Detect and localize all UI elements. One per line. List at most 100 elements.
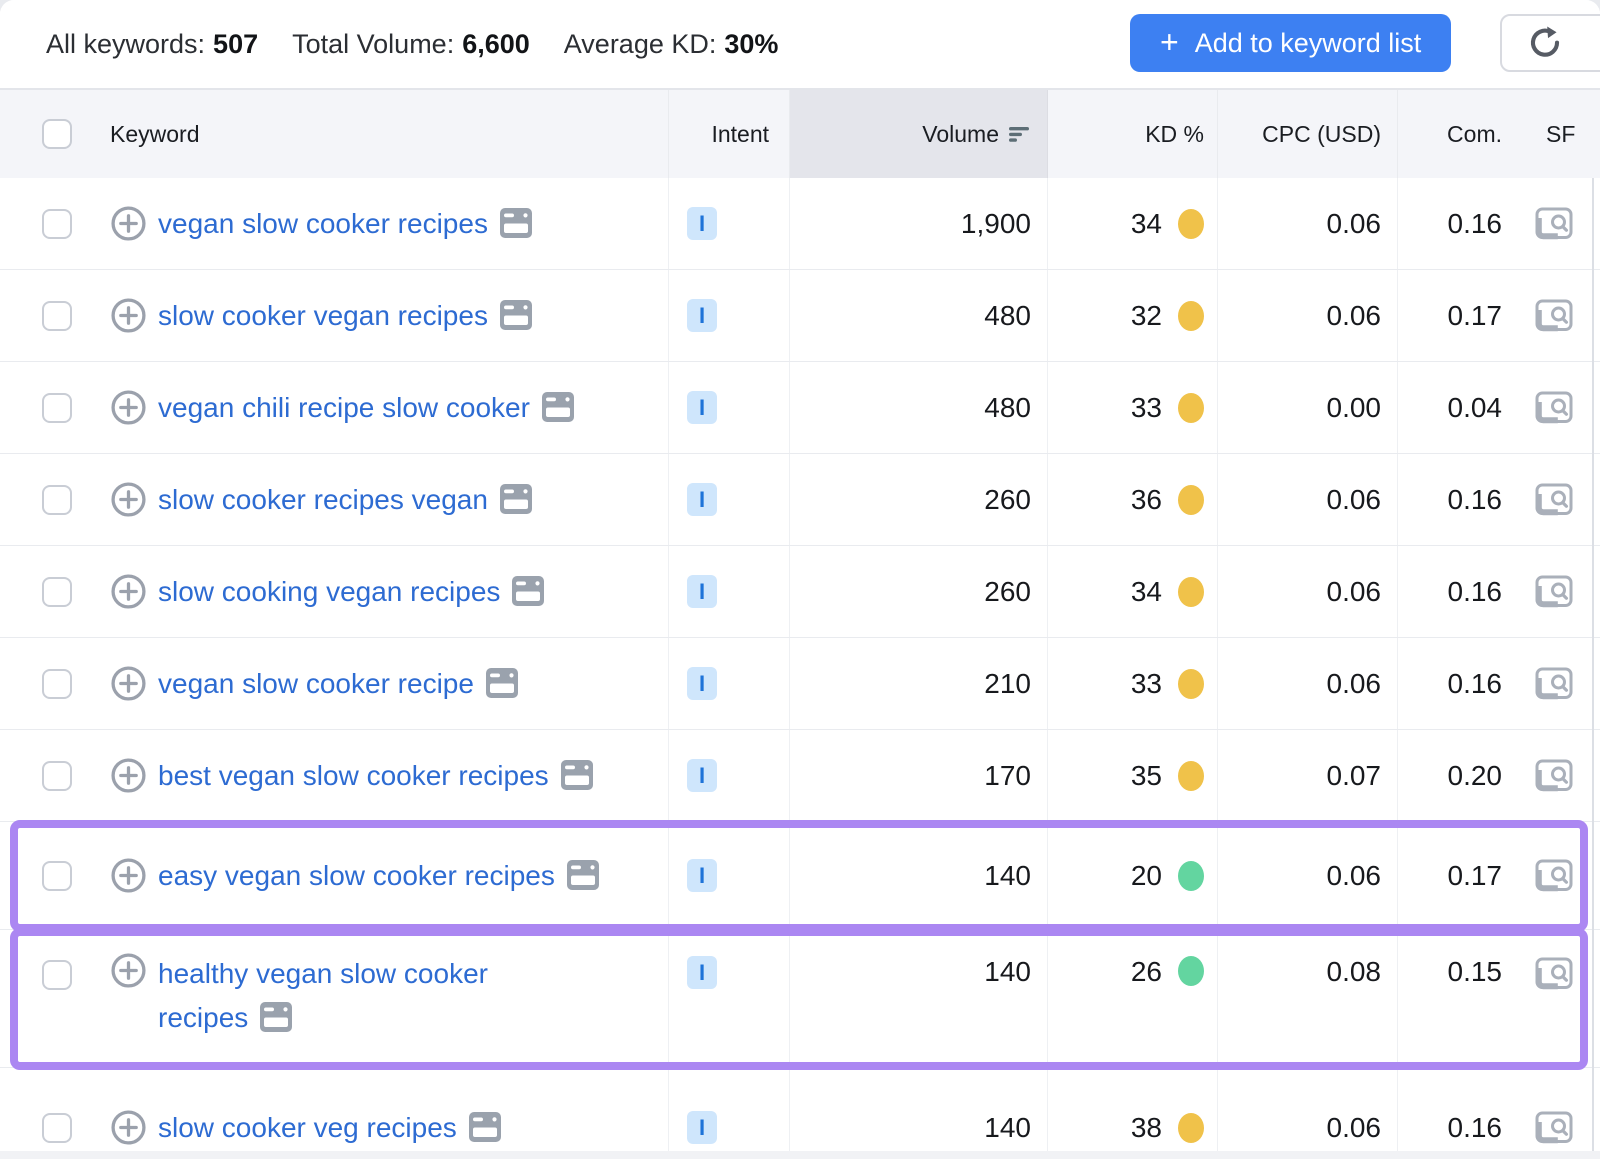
volume-cell: 140: [790, 930, 1048, 1067]
view-serp-icon[interactable]: [1534, 206, 1575, 241]
column-header-volume[interactable]: Volume: [790, 90, 1048, 178]
view-serp-icon[interactable]: [1534, 482, 1575, 517]
select-all-checkbox[interactable]: [42, 119, 72, 149]
intent-badge-informational[interactable]: I: [687, 759, 717, 792]
view-serp-icon[interactable]: [1534, 758, 1575, 793]
view-serp-icon[interactable]: [1534, 956, 1575, 991]
add-keyword-icon[interactable]: [110, 757, 147, 794]
add-keyword-icon[interactable]: [110, 665, 147, 702]
keyword-text-wrap: easy vegan slow cooker recipes: [158, 854, 600, 898]
view-serp-icon[interactable]: [1534, 574, 1575, 609]
intent-badge-informational[interactable]: I: [687, 391, 717, 424]
serp-snapshot-icon[interactable]: [511, 575, 545, 607]
column-header-com[interactable]: Com.: [1447, 120, 1502, 147]
keyword-link[interactable]: slow cooker recipes vegan: [158, 483, 488, 515]
keyword-link[interactable]: vegan slow cooker recipe: [158, 667, 474, 699]
serp-snapshot-icon[interactable]: [560, 759, 594, 791]
keyword-text-wrap: vegan chili recipe slow cooker: [158, 386, 575, 430]
column-header-kd[interactable]: KD %: [1048, 90, 1218, 178]
row-checkbox-cell: [0, 1068, 96, 1159]
column-header-keyword[interactable]: Keyword: [110, 120, 200, 147]
keyword-text-wrap: vegan slow cooker recipe: [158, 662, 519, 706]
keyword-text-wrap: slow cooker vegan recipes: [158, 294, 533, 338]
add-keyword-icon[interactable]: [110, 573, 147, 610]
keyword-link[interactable]: healthy vegan slow cooker recipes: [158, 958, 488, 1033]
add-keyword-icon[interactable]: [110, 481, 147, 518]
cpc-value: 0.06: [1326, 299, 1382, 331]
serp-snapshot-icon[interactable]: [485, 667, 519, 699]
add-keyword-icon[interactable]: [110, 297, 147, 334]
view-serp-icon[interactable]: [1534, 666, 1575, 701]
column-header-sf[interactable]: SF: [1546, 120, 1576, 147]
add-keyword-icon[interactable]: [110, 389, 147, 426]
intent-badge-informational[interactable]: I: [687, 859, 717, 892]
row-checkbox[interactable]: [42, 208, 72, 239]
serp-snapshot-icon[interactable]: [259, 1001, 293, 1033]
com-value: 0.16: [1447, 575, 1503, 607]
intent-badge-informational[interactable]: I: [687, 483, 717, 516]
column-header-intent[interactable]: Intent: [668, 90, 790, 178]
cpc-value: 0.07: [1326, 759, 1382, 791]
intent-cell: I: [668, 546, 790, 637]
row-checkbox[interactable]: [42, 1112, 72, 1143]
serp-snapshot-icon[interactable]: [499, 207, 533, 239]
com-cell: 0.15: [1398, 930, 1512, 1067]
column-header-cpc[interactable]: CPC (USD): [1218, 90, 1398, 178]
serp-snapshot-icon[interactable]: [468, 1111, 502, 1143]
serp-snapshot-icon[interactable]: [499, 483, 533, 515]
row-checkbox[interactable]: [42, 760, 72, 791]
keyword-link[interactable]: slow cooker vegan recipes: [158, 299, 488, 331]
row-checkbox[interactable]: [42, 392, 72, 423]
kd-difficulty-dot: [1178, 1112, 1204, 1143]
add-keyword-icon[interactable]: [110, 1109, 147, 1146]
row-checkbox-cell: [0, 638, 96, 729]
cpc-cell: 0.06: [1218, 638, 1398, 729]
view-serp-icon[interactable]: [1534, 1110, 1575, 1145]
row-checkbox[interactable]: [42, 576, 72, 607]
add-keyword-icon[interactable]: [110, 857, 147, 894]
keyword-text-wrap: slow cooker veg recipes: [158, 1106, 502, 1150]
keyword-link[interactable]: vegan slow cooker recipes: [158, 207, 488, 239]
intent-badge-informational[interactable]: I: [687, 956, 717, 989]
keyword-link[interactable]: easy vegan slow cooker recipes: [158, 859, 555, 891]
row-checkbox[interactable]: [42, 300, 72, 331]
table-header: Keyword Intent Volume KD % CPC (USD) Com…: [0, 90, 1600, 178]
add-to-keyword-list-button[interactable]: + Add to keyword list: [1130, 14, 1452, 72]
keyword-link[interactable]: slow cooking vegan recipes: [158, 575, 501, 607]
add-keyword-icon[interactable]: [110, 205, 147, 242]
refresh-button[interactable]: [1500, 14, 1600, 72]
row-checkbox[interactable]: [42, 960, 72, 990]
table-row: easy vegan slow cooker recipes I 140 20 …: [0, 822, 1600, 930]
intent-badge-informational[interactable]: I: [687, 667, 717, 700]
table-body: vegan slow cooker recipes I 1,900 34 0.0…: [0, 178, 1600, 1159]
serp-snapshot-icon[interactable]: [566, 859, 600, 891]
intent-cell: I: [668, 1068, 790, 1159]
row-checkbox[interactable]: [42, 668, 72, 699]
row-checkbox[interactable]: [42, 484, 72, 515]
intent-badge-informational[interactable]: I: [687, 299, 717, 332]
keyword-link[interactable]: vegan chili recipe slow cooker: [158, 391, 530, 423]
kd-value: 33: [1130, 667, 1162, 699]
volume-value: 140: [984, 859, 1031, 891]
sf-cell: [1512, 362, 1600, 453]
add-keyword-icon[interactable]: [110, 952, 147, 989]
serp-snapshot-icon[interactable]: [541, 391, 575, 423]
kd-value: 34: [1130, 575, 1162, 607]
view-serp-icon[interactable]: [1534, 298, 1575, 333]
view-serp-icon[interactable]: [1534, 390, 1575, 425]
keyword-link[interactable]: slow cooker veg recipes: [158, 1111, 457, 1143]
serp-snapshot-icon[interactable]: [499, 299, 533, 331]
keyword-link[interactable]: best vegan slow cooker recipes: [158, 759, 549, 791]
row-checkbox[interactable]: [42, 860, 72, 891]
sf-cell: [1512, 638, 1600, 729]
view-serp-icon[interactable]: [1534, 858, 1575, 893]
stat-all-keywords: All keywords: 507: [46, 28, 259, 59]
cpc-cell: 0.00: [1218, 362, 1398, 453]
volume-cell: 210: [790, 638, 1048, 729]
intent-badge-informational[interactable]: I: [687, 575, 717, 608]
keyword-text-wrap: best vegan slow cooker recipes: [158, 754, 594, 798]
keyword-text-wrap: vegan slow cooker recipes: [158, 202, 533, 246]
scrollbar-track[interactable]: [1592, 178, 1594, 1159]
intent-badge-informational[interactable]: I: [687, 207, 717, 240]
intent-badge-informational[interactable]: I: [687, 1111, 717, 1144]
